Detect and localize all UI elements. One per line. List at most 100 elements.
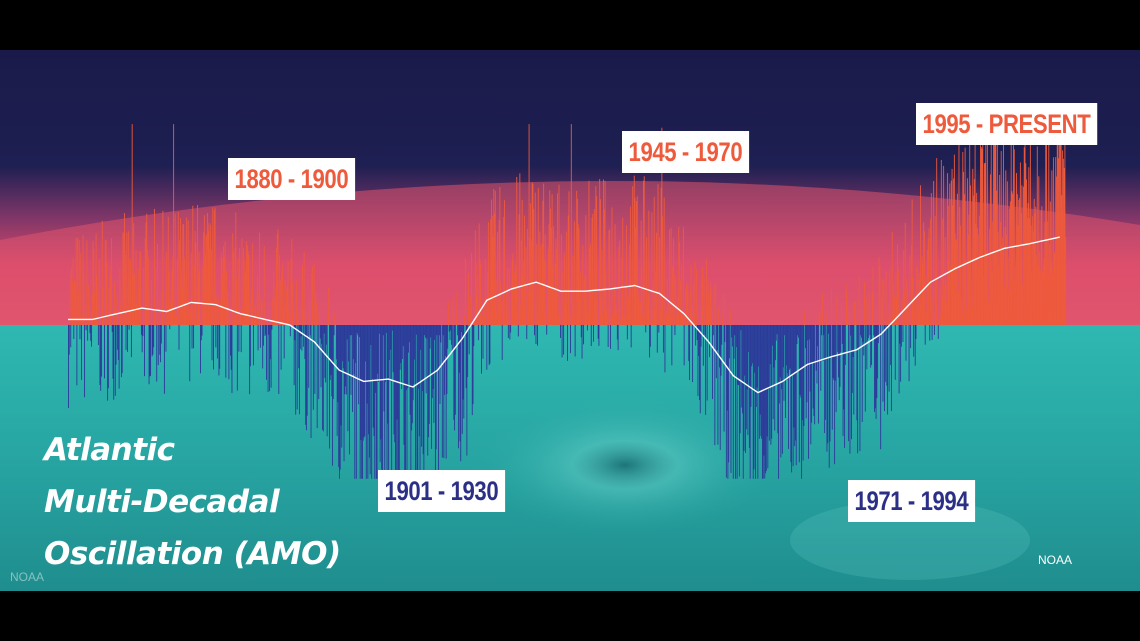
cool-bar	[444, 325, 446, 356]
warm-bar	[613, 286, 615, 325]
warm-bar	[110, 238, 112, 325]
cool-bar	[746, 325, 748, 390]
warm-bar	[494, 213, 495, 325]
warm-bar	[996, 190, 998, 325]
warm-bar	[666, 278, 668, 325]
warm-bar	[69, 273, 71, 325]
cool-bar	[298, 325, 300, 369]
cool-bar	[768, 325, 770, 390]
cool-bar	[432, 325, 434, 390]
warm-bar	[196, 319, 198, 325]
cool-bar	[107, 325, 109, 401]
cool-bar	[99, 325, 101, 385]
cool-bar	[796, 325, 798, 345]
warm-bar	[544, 234, 546, 325]
warm-bar	[282, 264, 284, 325]
warm-bar	[639, 301, 641, 325]
warm-bar	[879, 264, 881, 325]
warm-bar	[583, 277, 585, 325]
cool-bar	[783, 325, 785, 401]
warm-bar	[665, 314, 667, 325]
cool-bar	[458, 325, 460, 373]
warm-bar	[662, 216, 664, 325]
warm-bar	[497, 232, 499, 325]
cool-bar	[118, 325, 120, 389]
warm-bar	[710, 282, 712, 325]
warm-bar	[525, 246, 527, 325]
cool-bar	[699, 325, 701, 414]
warm-bar	[989, 228, 991, 325]
warm-bar	[317, 312, 319, 325]
cool-bar	[733, 325, 735, 359]
warm-bar	[519, 173, 521, 325]
cool-bar	[457, 325, 459, 449]
cool-bar	[384, 325, 386, 479]
cool-bar	[732, 325, 734, 479]
warm-bar	[543, 260, 545, 325]
cool-bar	[791, 325, 793, 473]
cool-bar	[851, 325, 853, 394]
cool-bar	[231, 325, 233, 394]
cool-bar	[349, 325, 351, 336]
warm-bar	[147, 250, 148, 325]
cool-bar	[314, 325, 316, 394]
cool-bar	[76, 325, 78, 386]
cool-bar	[438, 325, 439, 478]
cool-bar	[671, 325, 673, 366]
cool-bar	[351, 325, 353, 336]
warm-bar	[633, 175, 635, 325]
warm-bar	[498, 219, 500, 325]
warm-bar	[606, 309, 608, 325]
cool-bar	[365, 325, 367, 479]
warm-bar	[896, 298, 898, 325]
warm-bar	[92, 240, 94, 325]
warm-bar	[251, 287, 253, 325]
warm-bar	[71, 268, 72, 325]
warm-bar	[95, 233, 97, 325]
warm-bar	[708, 292, 710, 325]
cool-bar	[851, 325, 852, 440]
warm-bar	[942, 218, 944, 325]
cool-bar	[374, 325, 376, 479]
cool-bar	[560, 325, 561, 338]
cool-bar	[309, 325, 311, 336]
cool-bar	[407, 325, 409, 389]
warm-bar	[226, 270, 228, 325]
cool-bar	[440, 325, 442, 343]
warm-bar	[1052, 157, 1054, 325]
chart-title: Atlantic Multi-Decadal Oscillation (AMO)	[44, 424, 341, 580]
warm-bar	[659, 237, 661, 325]
warm-bar	[673, 274, 675, 325]
cool-bar	[434, 325, 436, 340]
warm-bar	[276, 247, 277, 325]
warm-bar	[804, 311, 806, 325]
cool-bar	[699, 325, 700, 401]
cool-bar	[453, 325, 455, 420]
warm-bar	[983, 276, 984, 325]
cool-bar	[822, 325, 824, 362]
warm-bar	[991, 271, 993, 325]
cool-bar	[626, 325, 628, 340]
warm-bar	[75, 237, 77, 325]
cool-bar	[368, 325, 370, 435]
warm-bar	[1056, 176, 1057, 325]
cool-bar	[409, 325, 411, 415]
warm-bar	[522, 275, 524, 325]
cool-bar	[778, 325, 780, 479]
cool-bar	[775, 325, 776, 361]
warm-bar	[606, 317, 608, 325]
warm-bar	[102, 287, 104, 325]
cool-bar	[755, 325, 756, 479]
warm-bar	[1036, 254, 1037, 325]
warm-bar	[1014, 281, 1016, 325]
cool-bar	[338, 325, 340, 467]
cool-bar	[426, 325, 428, 339]
warm-bar	[185, 275, 187, 325]
cool-bar	[211, 325, 213, 361]
cool-bar	[130, 325, 132, 358]
cool-bar	[833, 325, 835, 381]
warm-bar	[1042, 272, 1044, 325]
cool-bar	[751, 325, 753, 367]
cool-bar	[339, 325, 340, 479]
cool-bar	[859, 325, 861, 452]
